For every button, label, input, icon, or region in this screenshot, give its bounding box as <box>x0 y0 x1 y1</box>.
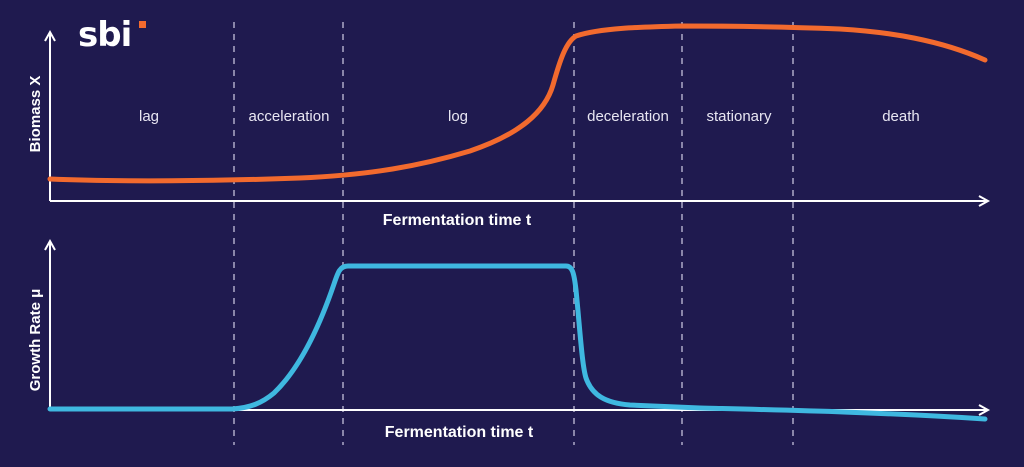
top-y-axis-label: Biomass X <box>27 76 44 153</box>
bottom-y-axis-label: Growth Rate μ <box>27 289 44 392</box>
top-y-arrow <box>44 29 56 42</box>
bottom-y-arrow <box>44 238 56 251</box>
sbi-logo: sbi <box>78 15 146 55</box>
top-x-axis-label: Fermentation time t <box>383 212 532 229</box>
bottom-x-arrow <box>978 404 991 416</box>
bottom-x-axis-label: Fermentation time t <box>385 424 534 441</box>
top-axes <box>44 29 991 207</box>
biomass-curve <box>47 23 988 184</box>
phase-dividers <box>233 22 794 445</box>
phase-label-death: death <box>882 108 920 125</box>
logo-text: sbi <box>78 15 132 55</box>
top-x-arrow <box>978 195 991 207</box>
phase-label-acceleration: acceleration <box>249 108 330 125</box>
phase-label-log: log <box>448 108 468 125</box>
phase-label-deceleration: deceleration <box>587 108 669 125</box>
logo-accent-dot <box>139 21 146 28</box>
phase-label-lag: lag <box>139 108 159 125</box>
phase-label-stationary: stationary <box>706 108 772 125</box>
growth-rate-curve <box>47 263 988 422</box>
